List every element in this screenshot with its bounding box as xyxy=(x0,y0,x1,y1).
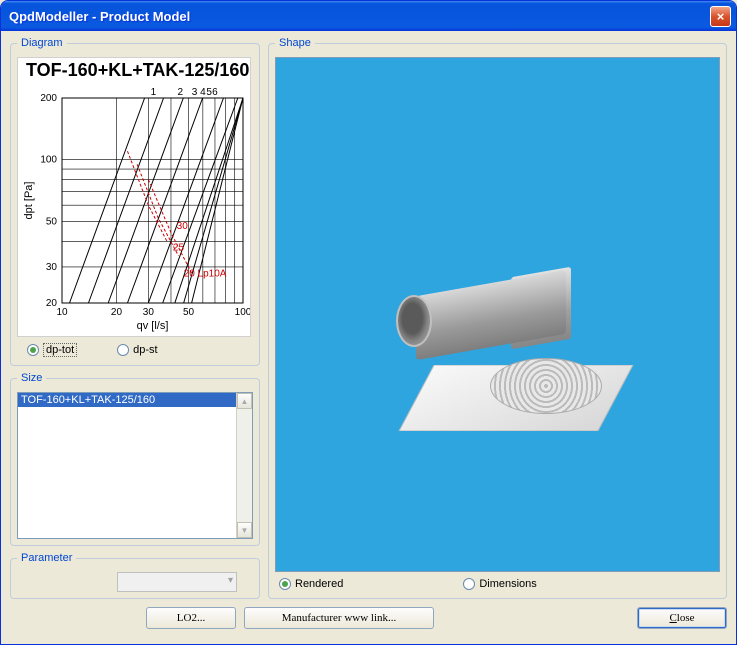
radio-icon xyxy=(117,344,129,356)
diffuser-grille xyxy=(490,358,602,414)
svg-text:6: 6 xyxy=(212,87,218,98)
titlebar[interactable]: QpdModeller - Product Model × xyxy=(1,1,736,31)
diagram-group: Diagram TOF-160+KL+TAK-125/160 102030501… xyxy=(10,37,260,366)
duct-body xyxy=(416,270,566,360)
svg-text:10: 10 xyxy=(56,307,68,318)
svg-text:50: 50 xyxy=(46,216,58,227)
svg-text:3: 3 xyxy=(192,87,198,98)
radio-icon xyxy=(279,578,291,590)
svg-text:dpt [Pa]: dpt [Pa] xyxy=(23,182,35,220)
svg-text:50: 50 xyxy=(183,307,195,318)
parameter-combo[interactable] xyxy=(117,572,237,592)
shape-viewport[interactable] xyxy=(275,57,720,572)
parameter-group: Parameter xyxy=(10,552,260,599)
radio-dp-tot[interactable]: dp-tot xyxy=(27,343,77,357)
lo2-button[interactable]: LO2... xyxy=(146,607,236,629)
radio-rendered[interactable]: Rendered xyxy=(279,578,343,590)
button-bar: LO2... Manufacturer www link... Close xyxy=(10,599,727,631)
svg-text:20: 20 xyxy=(46,298,58,309)
close-button[interactable]: Close xyxy=(637,607,727,629)
radio-icon xyxy=(463,578,475,590)
chart-title: TOF-160+KL+TAK-125/160 xyxy=(26,60,250,81)
svg-text:30: 30 xyxy=(177,221,189,232)
svg-text:20 Lp10A: 20 Lp10A xyxy=(184,268,227,279)
svg-text:100: 100 xyxy=(235,307,251,318)
scroll-track[interactable] xyxy=(237,409,252,522)
shape-legend: Shape xyxy=(275,37,315,49)
list-item[interactable]: TOF-160+KL+TAK-125/160 xyxy=(18,393,252,407)
close-button-label: lose xyxy=(677,612,695,624)
svg-text:20: 20 xyxy=(111,307,123,318)
radio-dimensions[interactable]: Dimensions xyxy=(463,578,536,590)
manufacturer-link-button[interactable]: Manufacturer www link... xyxy=(244,607,434,629)
radio-dp-st[interactable]: dp-st xyxy=(117,343,157,357)
diagram-chart: TOF-160+KL+TAK-125/160 10203050100203050… xyxy=(17,57,251,337)
size-legend: Size xyxy=(17,372,46,384)
svg-text:4: 4 xyxy=(200,87,206,98)
duct-opening xyxy=(396,295,432,347)
radio-dimensions-label: Dimensions xyxy=(479,578,536,590)
size-group: Size TOF-160+KL+TAK-125/160 ▲ ▼ xyxy=(10,372,260,546)
svg-text:25: 25 xyxy=(173,243,185,254)
scrollbar[interactable]: ▲ ▼ xyxy=(236,393,252,538)
radio-dp-tot-label: dp-tot xyxy=(43,343,77,357)
scroll-up-icon[interactable]: ▲ xyxy=(237,393,252,409)
diagram-legend: Diagram xyxy=(17,37,67,49)
svg-text:200: 200 xyxy=(40,93,57,104)
content-area: Diagram TOF-160+KL+TAK-125/160 102030501… xyxy=(4,31,733,641)
close-icon[interactable]: × xyxy=(710,6,731,27)
svg-text:30: 30 xyxy=(46,262,58,273)
radio-dp-st-label: dp-st xyxy=(133,344,157,356)
parameter-legend: Parameter xyxy=(17,552,76,564)
size-listbox[interactable]: TOF-160+KL+TAK-125/160 ▲ ▼ xyxy=(17,392,253,539)
svg-text:qv [l/s]: qv [l/s] xyxy=(137,320,169,332)
scroll-down-icon[interactable]: ▼ xyxy=(237,522,252,538)
radio-rendered-label: Rendered xyxy=(295,578,343,590)
radio-icon xyxy=(27,344,39,356)
svg-text:1: 1 xyxy=(151,87,157,98)
svg-text:2: 2 xyxy=(177,87,183,98)
product-model-window: QpdModeller - Product Model × Diagram TO… xyxy=(0,0,737,645)
svg-text:100: 100 xyxy=(40,155,57,166)
shape-group: Shape Rendered xyxy=(268,37,727,599)
svg-text:30: 30 xyxy=(143,307,155,318)
chart-svg: 10203050100203050100200qv [l/s]dpt [Pa]1… xyxy=(18,58,251,337)
window-title: QpdModeller - Product Model xyxy=(9,9,710,24)
